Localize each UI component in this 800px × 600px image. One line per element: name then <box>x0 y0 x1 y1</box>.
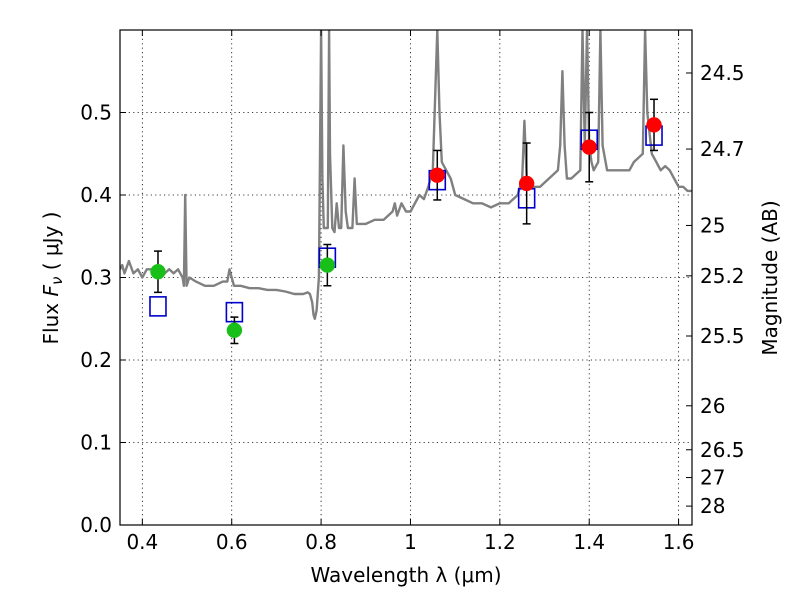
y-tick-label: 0.2 <box>80 348 112 372</box>
x-tick-label: 0.4 <box>126 530 158 554</box>
observed-optical-point <box>319 257 336 273</box>
x-tick-label: 0.8 <box>305 530 337 554</box>
observed-nir-point <box>429 167 446 183</box>
observed-nir-point <box>518 175 535 192</box>
y-tick-label: 0.0 <box>80 513 112 537</box>
mag-tick-label: 24.7 <box>700 137 745 161</box>
mag-tick-label: 25 <box>700 213 725 237</box>
data-points <box>149 98 663 345</box>
y-tick-label: 0.5 <box>80 101 112 125</box>
x-tick-label: 1.2 <box>484 530 516 554</box>
observed-optical-point <box>226 322 243 339</box>
model-spectrum <box>120 30 692 320</box>
grid <box>120 30 692 526</box>
x-tick-label: 1.6 <box>663 530 695 554</box>
mag-tick-label: 24.5 <box>700 61 745 85</box>
y-tick-label: 0.3 <box>80 266 112 290</box>
y-tick-label: 0.1 <box>80 431 112 455</box>
y-axis-label-right: Magnitude (AB) <box>758 200 782 355</box>
observed-nir-point <box>581 139 597 155</box>
model-flux-square <box>149 296 167 317</box>
mag-tick-label: 25.5 <box>700 324 745 348</box>
mag-tick-label: 25.2 <box>700 264 745 288</box>
mag-tick-label: 26.5 <box>700 438 745 462</box>
mag-tick-label: 27 <box>700 466 725 490</box>
mag-tick-label: 26 <box>700 394 725 418</box>
observed-nir-point <box>646 117 662 133</box>
x-tick-label: 0.6 <box>216 530 248 554</box>
x-tick-label: 1 <box>404 530 417 554</box>
x-axis-label: Wavelength λ (μm) <box>310 563 501 587</box>
y-axis-label-left: Flux Fν ( μJy ) <box>39 212 66 345</box>
mag-tick-label: 28 <box>700 494 725 518</box>
y-tick-label: 0.4 <box>80 183 112 207</box>
observed-optical-point <box>150 263 166 280</box>
x-tick-label: 1.4 <box>573 530 605 554</box>
axis-ticks: 0.4 0.6 0.8 1 1.2 1.4 1.6 0.0 0.1 0.2 0.3 0.4 0.5 24.… <box>80 30 745 554</box>
spectrum-line <box>120 30 692 320</box>
